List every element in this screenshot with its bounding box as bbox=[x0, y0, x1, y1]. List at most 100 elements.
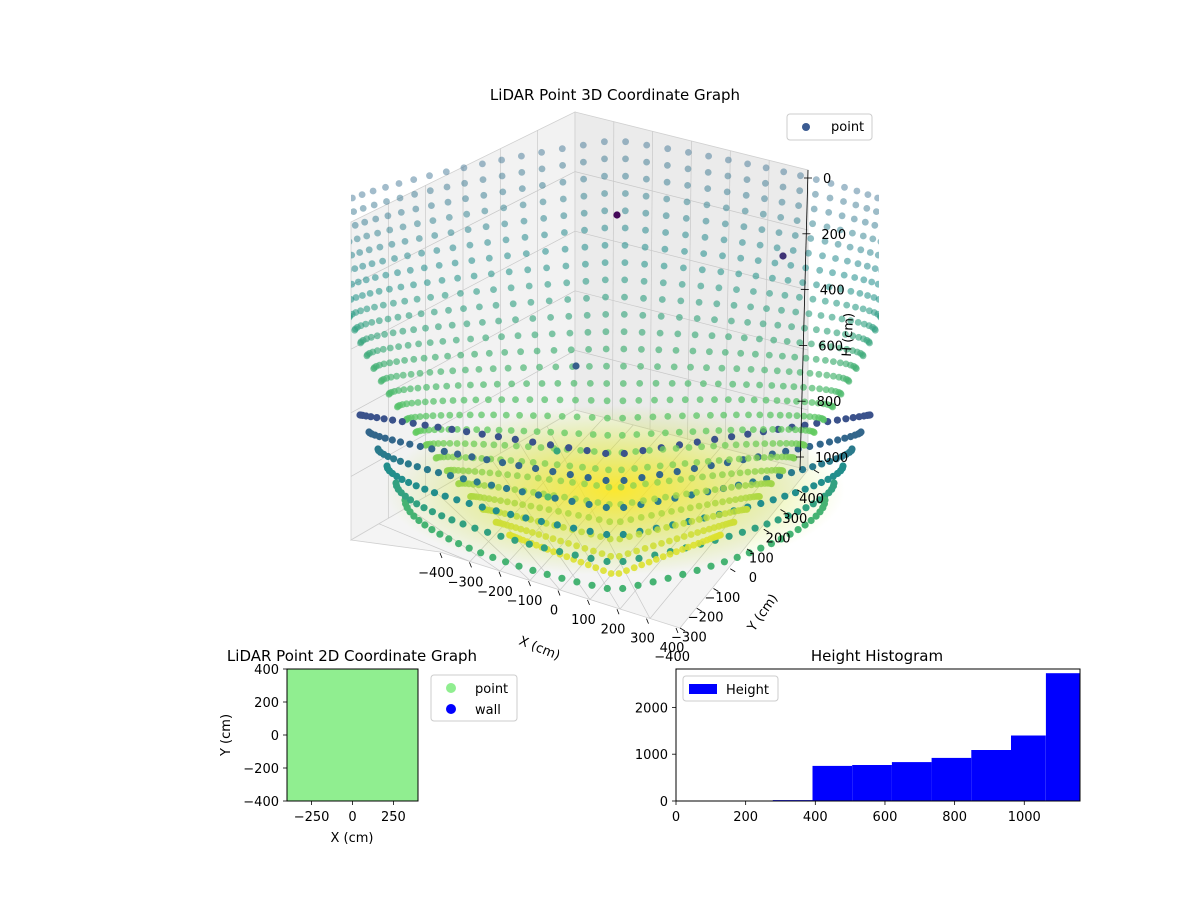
lidar-point bbox=[782, 447, 790, 455]
lidar-point bbox=[757, 499, 765, 508]
lidar-point bbox=[688, 474, 696, 482]
lidar-point bbox=[833, 299, 840, 307]
lidar-point bbox=[868, 278, 876, 286]
lidar-point bbox=[884, 241, 891, 248]
lidar-point bbox=[643, 158, 650, 166]
lidar-point bbox=[518, 488, 526, 496]
y-tick-label: 400 bbox=[254, 663, 279, 678]
x-tick bbox=[498, 571, 502, 577]
lidar-point bbox=[375, 287, 383, 295]
lidar-point bbox=[643, 141, 651, 149]
lidar-point bbox=[891, 259, 898, 266]
x-tick bbox=[616, 609, 620, 615]
lidar-point bbox=[380, 360, 388, 368]
lidar-point bbox=[543, 264, 550, 272]
lidar-point bbox=[709, 512, 717, 520]
lidar-point bbox=[404, 460, 412, 468]
lidar-point bbox=[733, 365, 741, 373]
lidar-point bbox=[393, 358, 400, 365]
lidar-point bbox=[890, 243, 897, 250]
lidar-point bbox=[395, 180, 403, 187]
lidar-point bbox=[769, 426, 777, 433]
lidar-point bbox=[633, 431, 641, 438]
lidar-point bbox=[374, 229, 381, 237]
lidar-point bbox=[444, 453, 452, 461]
lidar-point bbox=[391, 255, 398, 262]
lidar-point bbox=[373, 332, 381, 340]
lidar-point bbox=[687, 531, 695, 538]
lidar-point bbox=[449, 367, 457, 375]
lidar-point bbox=[601, 259, 609, 266]
x-tick bbox=[587, 599, 590, 606]
lidar-point bbox=[681, 460, 689, 467]
lidar-point bbox=[874, 251, 879, 259]
lidar-point bbox=[325, 235, 332, 242]
lidar-point bbox=[793, 412, 801, 420]
lidar-point bbox=[724, 172, 732, 180]
lidar-point bbox=[468, 257, 476, 264]
lidar-point bbox=[720, 236, 728, 244]
lidar-point bbox=[730, 518, 738, 526]
lidar-point bbox=[823, 327, 831, 335]
lidar-point bbox=[850, 215, 858, 223]
lidar-point bbox=[396, 194, 404, 202]
lidar-point bbox=[775, 229, 783, 237]
lidar-point bbox=[658, 540, 665, 547]
lidar-point bbox=[715, 457, 723, 464]
lidar-point bbox=[430, 398, 437, 405]
lidar-point bbox=[449, 397, 457, 404]
lidar-point bbox=[501, 441, 509, 449]
lidar-point bbox=[796, 187, 804, 195]
lidar-point bbox=[515, 562, 523, 570]
x-tick bbox=[469, 562, 472, 568]
lidar-point bbox=[532, 464, 540, 473]
lidar-point bbox=[410, 512, 418, 520]
lidar-point bbox=[454, 274, 461, 282]
lidar-point bbox=[715, 284, 723, 292]
lidar-point bbox=[504, 252, 511, 260]
lidar-point bbox=[685, 444, 693, 451]
lidar-point bbox=[821, 297, 829, 305]
lidar-point bbox=[388, 436, 396, 444]
lidar-point bbox=[486, 469, 494, 477]
lidar-point bbox=[322, 212, 329, 219]
lidar-point bbox=[480, 440, 487, 448]
lidar-point bbox=[556, 396, 564, 404]
lidar-point bbox=[416, 413, 424, 420]
lidar-point bbox=[351, 194, 356, 202]
lidar-point bbox=[490, 411, 497, 419]
lidar-point bbox=[837, 285, 844, 293]
lidar-point bbox=[410, 281, 417, 289]
lidar-point bbox=[579, 141, 587, 149]
lidar-point bbox=[719, 498, 726, 506]
x-tick-label: 800 bbox=[942, 810, 967, 825]
lidar-point bbox=[869, 235, 877, 243]
lidar-point bbox=[406, 496, 415, 504]
x-tick-label: −400 bbox=[418, 566, 454, 581]
lidar-point bbox=[809, 295, 817, 303]
lidar-point bbox=[525, 540, 533, 548]
lidar-point bbox=[441, 291, 449, 299]
lidar-point bbox=[538, 165, 546, 173]
lidar-point bbox=[626, 533, 633, 540]
lidar-point bbox=[747, 366, 755, 373]
lidar-point bbox=[777, 426, 785, 433]
lidar-point bbox=[425, 426, 433, 434]
lidar-point bbox=[371, 303, 378, 311]
lidar-point bbox=[726, 497, 733, 504]
lidar-point bbox=[604, 414, 611, 422]
lidar-point bbox=[838, 315, 846, 323]
lidar-point bbox=[849, 414, 857, 422]
lidar-point bbox=[518, 185, 526, 193]
lidar-point bbox=[601, 138, 608, 146]
lidar-point bbox=[833, 416, 842, 424]
lidar-point bbox=[711, 486, 719, 493]
y-tick-label: 100 bbox=[749, 551, 774, 566]
lidar-point bbox=[487, 270, 495, 278]
lidar-point bbox=[749, 426, 757, 433]
lidar-point bbox=[887, 257, 894, 264]
lidar-point bbox=[351, 221, 359, 229]
lidar-point bbox=[806, 413, 814, 420]
lidar-point bbox=[366, 290, 374, 297]
lidar-point bbox=[655, 346, 663, 354]
